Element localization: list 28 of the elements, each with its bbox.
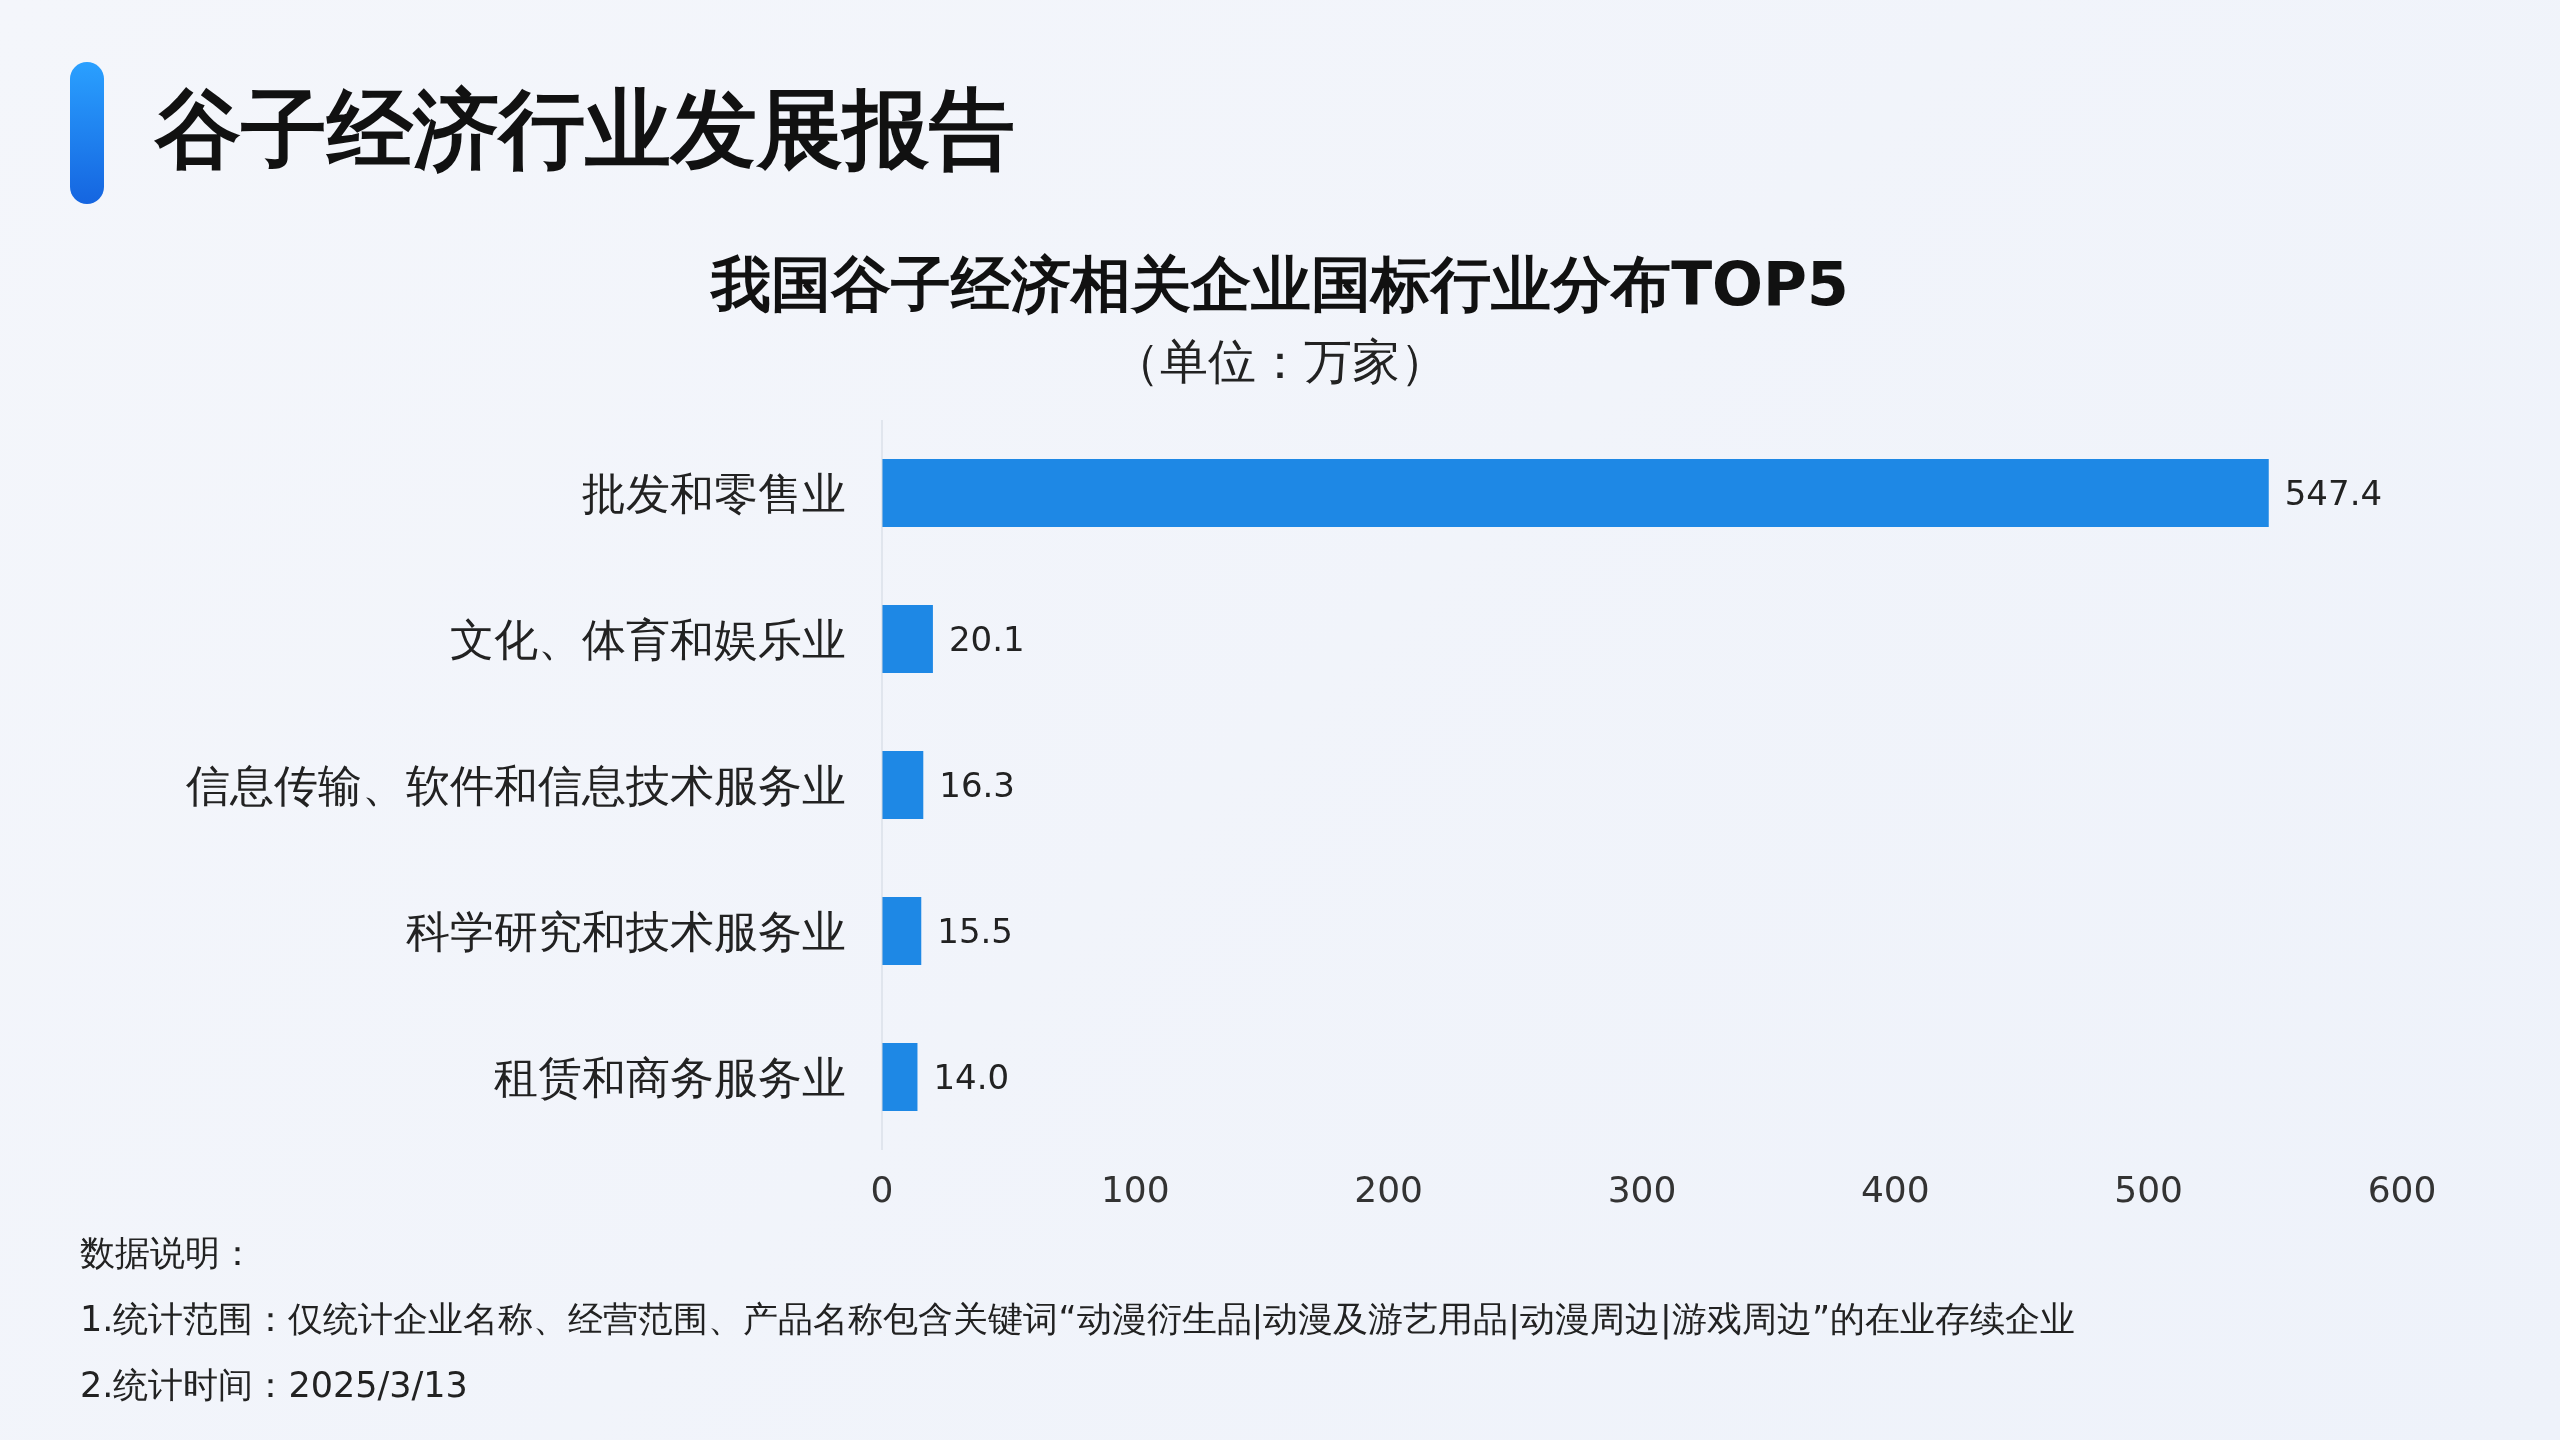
data-label: 16.3 <box>939 765 1015 806</box>
data-label: 547.4 <box>2284 473 2383 514</box>
bar <box>882 897 922 965</box>
bar <box>882 459 2269 527</box>
data-label: 15.5 <box>937 911 1013 952</box>
x-tick-label: 200 <box>1354 1168 1424 1210</box>
y-tick-label: 科学研究和技术服务业 <box>406 905 846 957</box>
x-tick-label: 300 <box>1607 1168 1677 1210</box>
chart-subtitle: （单位：万家） <box>1111 332 1449 391</box>
x-tick-label: 400 <box>1860 1168 1930 1210</box>
data-label: 20.1 <box>948 619 1025 660</box>
bar <box>882 1043 918 1111</box>
y-tick-label: 租赁和商务服务业 <box>494 1051 846 1103</box>
y-tick-label: 文化、体育和娱乐业 <box>450 613 846 665</box>
y-tick-label: 批发和零售业 <box>582 467 846 519</box>
text: 数据说明： <box>80 1232 256 1275</box>
y-tick-label: 信息传输、软件和信息技术服务业 <box>186 759 846 811</box>
bar <box>882 751 924 819</box>
x-tick-label: 500 <box>2114 1168 2184 1210</box>
text: 2.统计时间：2025/3/13 <box>80 1364 469 1407</box>
data-label: 14.0 <box>933 1057 1010 1098</box>
x-tick-label: 100 <box>1100 1168 1170 1210</box>
bar <box>882 605 933 673</box>
text: 1.统计范围：仅统计企业名称、经营范围、产品名称包含关键词“动漫衍生品|动漫及游艺用品|动漫周边|游戏周边”的在业存续企业 <box>80 1298 2076 1342</box>
x-tick-label: 600 <box>2367 1168 2437 1210</box>
text: 谷子经济行业发展报告 <box>155 78 1015 181</box>
chart-title: 我国谷子经济相关企业国标行业分布TOP5 <box>709 248 1850 321</box>
x-tick-label: 0 <box>870 1168 894 1210</box>
